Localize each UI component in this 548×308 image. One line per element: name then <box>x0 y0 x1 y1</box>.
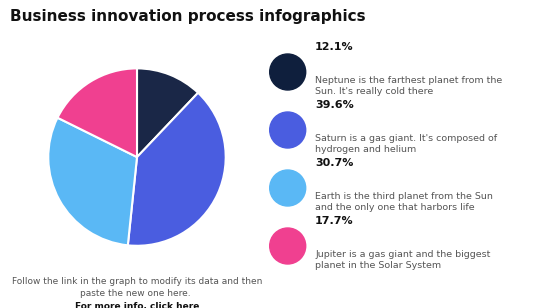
Text: 39.6%: 39.6% <box>315 100 354 111</box>
Wedge shape <box>48 118 137 245</box>
Text: Follow the link in the graph to modify its data and then
paste the new one here.: Follow the link in the graph to modify i… <box>12 277 262 298</box>
Text: Saturn is a gas giant. It's composed of
hydrogen and helium: Saturn is a gas giant. It's composed of … <box>315 134 497 154</box>
Text: Business innovation process infographics: Business innovation process infographics <box>10 9 366 24</box>
Text: 17.7%: 17.7% <box>315 217 353 226</box>
Wedge shape <box>58 68 137 157</box>
Text: Neptune is the farthest planet from the
Sun. It's really cold there: Neptune is the farthest planet from the … <box>315 75 503 96</box>
Text: 12.1%: 12.1% <box>315 43 353 52</box>
Wedge shape <box>137 68 198 157</box>
Text: For more info, click here: For more info, click here <box>75 302 199 308</box>
Text: Jupiter is a gas giant and the biggest
planet in the Solar System: Jupiter is a gas giant and the biggest p… <box>315 249 490 270</box>
Wedge shape <box>128 93 226 246</box>
Text: Earth is the third planet from the Sun
and the only one that harbors life: Earth is the third planet from the Sun a… <box>315 192 493 213</box>
Text: 30.7%: 30.7% <box>315 158 353 168</box>
